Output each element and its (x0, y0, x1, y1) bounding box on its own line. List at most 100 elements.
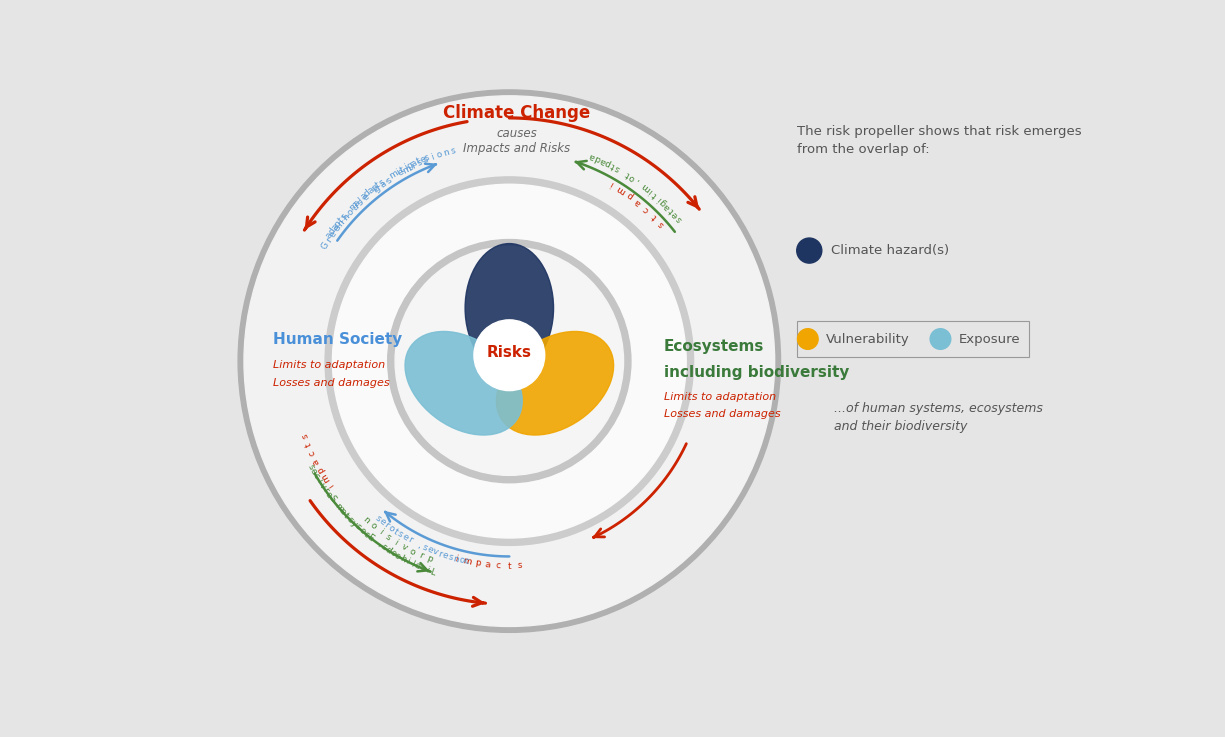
Text: s: s (657, 220, 666, 228)
Text: a: a (410, 158, 419, 169)
Text: m: m (401, 164, 413, 175)
Text: o: o (458, 555, 466, 565)
Text: v: v (418, 563, 426, 573)
Text: including biodiversity: including biodiversity (664, 365, 849, 380)
Text: p: p (603, 158, 612, 169)
Text: a: a (311, 457, 322, 466)
Text: m: m (462, 556, 472, 567)
Text: h: h (398, 553, 407, 565)
Text: o: o (627, 172, 637, 183)
Text: Vulnerability: Vulnerability (826, 332, 910, 346)
Text: i: i (403, 163, 409, 172)
Text: Climate hazard(s): Climate hazard(s) (831, 244, 949, 257)
Text: L: L (429, 567, 436, 578)
Text: e: e (670, 209, 680, 220)
Text: c: c (496, 561, 501, 570)
Circle shape (238, 90, 780, 632)
Text: g: g (405, 160, 414, 170)
Text: v: v (317, 481, 327, 490)
Text: i: i (424, 566, 430, 575)
Text: ...of human systems, ecosystems
and their biodiversity: ...of human systems, ecosystems and thei… (833, 402, 1042, 433)
Text: s: s (423, 156, 430, 165)
Text: Losses and damages: Losses and damages (273, 378, 390, 388)
Ellipse shape (496, 332, 614, 435)
Text: i: i (394, 167, 401, 177)
Circle shape (388, 240, 631, 483)
Text: i: i (327, 482, 336, 489)
Text: s: s (339, 212, 349, 221)
Text: Limits to adaptation: Limits to adaptation (664, 391, 777, 402)
Text: i: i (655, 195, 663, 203)
Text: t: t (415, 156, 421, 166)
Text: d: d (327, 226, 337, 237)
Text: a: a (662, 201, 673, 212)
Text: e: e (309, 467, 318, 476)
Text: m: m (615, 183, 627, 195)
Text: l: l (356, 196, 364, 204)
Circle shape (796, 238, 822, 263)
Text: ,: , (343, 209, 352, 217)
Text: i: i (410, 161, 416, 171)
Text: c: c (642, 204, 652, 214)
Circle shape (244, 96, 774, 626)
Text: s: s (420, 542, 429, 553)
Text: g: g (658, 197, 669, 208)
Text: m: m (332, 501, 345, 514)
Text: o: o (435, 150, 443, 161)
Text: o: o (345, 207, 356, 217)
Text: n: n (442, 148, 451, 158)
Text: causes: causes (496, 127, 537, 140)
Text: p: p (370, 183, 380, 193)
Text: Impacts and Risks: Impacts and Risks (463, 142, 571, 155)
Text: m: m (347, 200, 360, 213)
Text: s: s (415, 158, 424, 168)
Text: l: l (409, 559, 415, 568)
Text: Climate Change: Climate Change (443, 104, 590, 122)
Text: d: d (593, 153, 601, 164)
Text: d: d (363, 189, 372, 199)
Text: n: n (336, 218, 347, 228)
Ellipse shape (466, 243, 554, 373)
Text: e: e (337, 506, 348, 517)
Text: n: n (361, 514, 371, 525)
Text: o: o (369, 521, 379, 531)
Text: r: r (321, 486, 330, 495)
Text: s: s (396, 529, 404, 539)
Text: h: h (341, 212, 352, 223)
Text: e: e (332, 223, 342, 234)
Text: t: t (374, 181, 382, 189)
Text: p: p (625, 190, 635, 200)
Text: o: o (388, 548, 398, 559)
Text: e: e (441, 551, 450, 561)
Text: t: t (507, 562, 511, 570)
Text: p: p (425, 554, 434, 565)
Text: e: e (425, 545, 434, 555)
Text: i: i (453, 554, 458, 564)
Text: a: a (485, 560, 491, 570)
Text: p: p (316, 465, 326, 475)
Text: S: S (326, 494, 337, 504)
Text: m: m (387, 168, 399, 181)
Text: r: r (382, 520, 391, 530)
Circle shape (325, 177, 693, 545)
Text: s: s (356, 198, 366, 207)
Text: t: t (392, 527, 399, 537)
Text: e: e (327, 229, 338, 239)
Text: ,: , (417, 541, 423, 550)
Text: a: a (379, 179, 388, 189)
Text: c: c (311, 472, 321, 481)
Text: t: t (649, 212, 659, 220)
Text: Ecosystems: Ecosystems (664, 339, 764, 354)
Text: Human Society: Human Society (273, 332, 403, 346)
Text: a: a (633, 197, 643, 207)
Text: o: o (393, 551, 402, 562)
Text: s: s (423, 153, 431, 163)
Circle shape (930, 329, 951, 349)
Text: s: s (345, 514, 355, 524)
Ellipse shape (405, 332, 522, 435)
Text: v: v (399, 542, 409, 553)
Text: a: a (359, 192, 369, 202)
Text: t: t (666, 206, 676, 215)
Text: e: e (413, 561, 421, 571)
Text: t: t (609, 161, 616, 170)
